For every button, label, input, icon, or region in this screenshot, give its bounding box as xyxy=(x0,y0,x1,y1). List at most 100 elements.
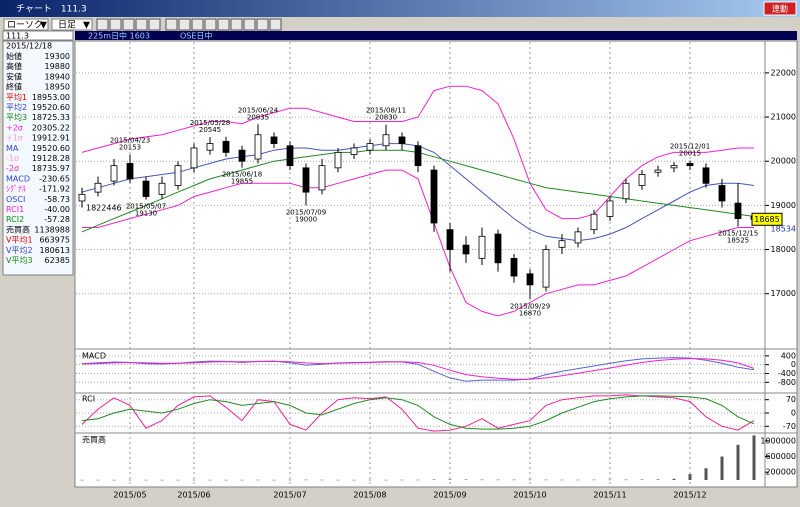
band-price: 18534 xyxy=(771,224,796,233)
annotation-value: 20830 xyxy=(375,114,397,122)
info-label: 平均1 xyxy=(6,92,27,102)
x-tick-label: 2015/08 xyxy=(353,491,386,500)
candle-body xyxy=(142,180,150,197)
candle-body xyxy=(94,182,102,193)
volume-bar xyxy=(320,479,324,481)
left-label: 1822446 xyxy=(86,204,122,213)
volume-bar xyxy=(480,479,484,481)
candle-body xyxy=(270,136,278,144)
info-value: 19880 xyxy=(45,62,70,71)
candle-body xyxy=(638,174,646,186)
candle-body xyxy=(398,136,406,144)
info-label: +2σ xyxy=(6,123,23,132)
volume-bar xyxy=(656,479,660,480)
annotation-value: 20835 xyxy=(247,113,269,121)
volume-bar xyxy=(336,479,340,481)
volume-bar xyxy=(368,479,372,481)
panel-label: MACD xyxy=(82,352,106,361)
info-label: 終値 xyxy=(6,82,22,92)
volume-bar xyxy=(80,479,84,481)
volume-bar xyxy=(736,444,740,480)
period-select[interactable] xyxy=(51,18,93,31)
last-price: 18685 xyxy=(754,215,779,224)
volume-bar xyxy=(512,479,516,481)
y-tick-label: -800 xyxy=(778,378,796,387)
annotation-date: 2015/09/29 xyxy=(510,302,550,310)
info-value: 18940 xyxy=(45,72,70,81)
info-label: MA xyxy=(6,144,19,153)
y-tick-label: -400 xyxy=(778,369,796,378)
y-tick-label: 600000 xyxy=(765,452,796,461)
volume-bar xyxy=(448,479,452,480)
info-label: 売買高 xyxy=(6,224,30,234)
volume-bar xyxy=(272,479,276,481)
y-tick-label: 19000 xyxy=(771,201,796,210)
candle-body xyxy=(446,229,454,250)
info-value: 1138988 xyxy=(34,225,70,234)
annotation-date: 2015/07/09 xyxy=(286,208,326,216)
info-label: RCI2 xyxy=(6,215,24,224)
x-tick-label: 2015/09 xyxy=(433,491,466,500)
period-label[interactable]: 日足 xyxy=(58,20,76,31)
y-tick-label: 200000 xyxy=(765,468,796,477)
volume-bar xyxy=(288,479,292,481)
dropdown-arrow[interactable]: ▼ xyxy=(40,21,47,31)
y-tick-label: -70 xyxy=(783,422,796,431)
title-bar xyxy=(0,0,800,17)
info-value: -171.92 xyxy=(39,185,70,194)
volume-bar xyxy=(384,479,388,481)
link-button-label[interactable]: 連動 xyxy=(772,4,788,14)
y-tick-label: 1000000 xyxy=(760,436,796,445)
candle-body xyxy=(302,167,310,193)
candle-body xyxy=(574,231,582,244)
candle-body xyxy=(222,140,230,153)
candle-body xyxy=(542,249,550,288)
session: OSE日中 xyxy=(180,31,212,41)
info-value: -57.28 xyxy=(44,215,70,224)
y-tick-label: 17000 xyxy=(771,289,796,298)
annotation-date: 2015/04/23 xyxy=(110,136,150,144)
candle-body xyxy=(174,165,182,186)
annotation-value: 20153 xyxy=(119,143,141,151)
candle-body xyxy=(494,233,502,264)
x-tick-label: 2015/07 xyxy=(273,491,306,500)
info-label: 始値 xyxy=(6,51,22,61)
chart-type-label[interactable]: ローソク xyxy=(7,20,43,31)
annotation-value: 18525 xyxy=(727,236,749,244)
candle-body xyxy=(158,182,166,195)
info-value: 180613 xyxy=(39,246,70,255)
volume-bar xyxy=(208,479,212,481)
volume-bar xyxy=(128,479,132,481)
volume-bar xyxy=(256,479,260,481)
info-value: 19912.91 xyxy=(32,134,70,143)
info-label: -1σ xyxy=(6,154,19,163)
info-label: RCI1 xyxy=(6,205,24,214)
y-tick-label: 400 xyxy=(781,351,796,360)
dropdown-arrow[interactable]: ▼ xyxy=(83,21,90,31)
candle-body xyxy=(558,240,566,248)
y-tick-label: 70 xyxy=(786,395,796,404)
volume-bar xyxy=(560,479,564,481)
code: 111.3 xyxy=(6,32,29,41)
candle-body xyxy=(718,185,726,202)
annotation-value: 19855 xyxy=(231,178,253,186)
candle-body xyxy=(430,169,438,224)
info-value: 18953.00 xyxy=(32,93,70,102)
annotation-value: 19130 xyxy=(135,210,157,218)
candle-body xyxy=(414,145,422,167)
chart-type-select[interactable] xyxy=(3,18,49,31)
volume-bar xyxy=(144,479,148,481)
candle-body xyxy=(622,182,630,200)
candle-body xyxy=(126,163,134,180)
candle-body xyxy=(462,244,470,255)
volume-bar xyxy=(544,479,548,481)
y-tick-label: 22000 xyxy=(771,68,796,77)
candle-body xyxy=(734,202,742,220)
info-value: 19520.60 xyxy=(32,103,70,112)
link-button[interactable] xyxy=(763,1,797,16)
code-box xyxy=(2,30,74,41)
toolbar-icons[interactable] xyxy=(96,18,282,31)
x-tick-label: 2015/11 xyxy=(593,491,626,500)
candle-body xyxy=(254,134,262,160)
candle-body xyxy=(318,165,326,191)
